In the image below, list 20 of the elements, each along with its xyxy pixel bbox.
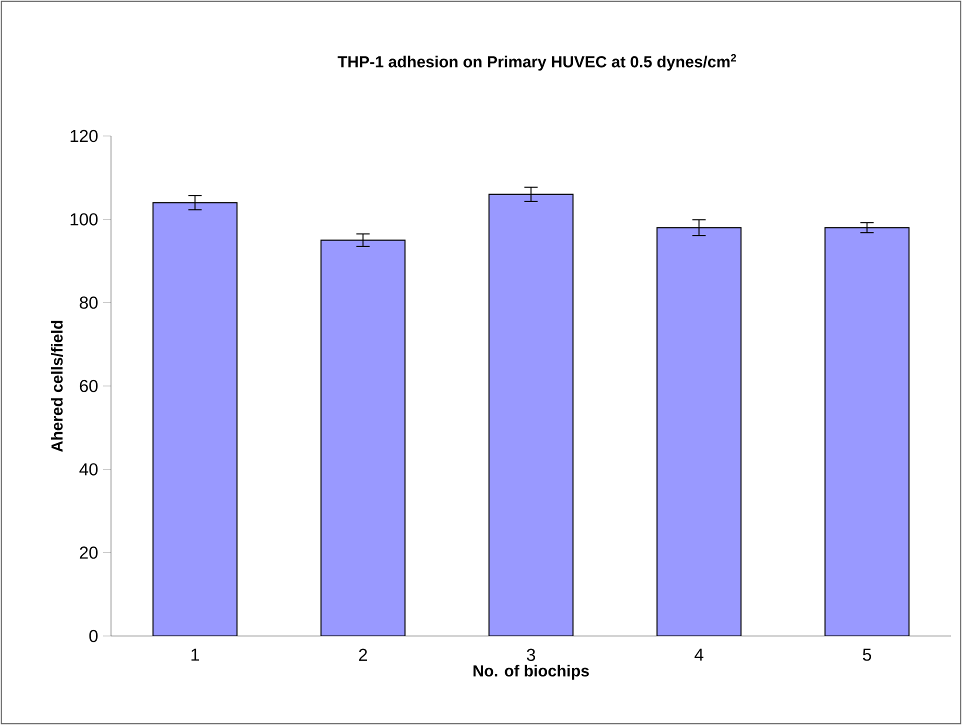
x-tick-label: 3 (526, 648, 536, 661)
x-tick-label: 5 (862, 648, 872, 661)
y-tick-label: 40 (79, 463, 98, 476)
y-tick-label: 80 (80, 296, 98, 309)
bar (488, 194, 574, 636)
y-tick-label: 20 (80, 546, 98, 559)
y-tick-label: 120 (70, 130, 98, 142)
x-tick-label: 1 (192, 648, 199, 661)
chart-title: THP-1 adhesion on Primary HUVEC at 0.5 dynes/cm$^{2}$ (338, 54, 736, 71)
bar (656, 227, 742, 636)
y-tick-label: 0 (89, 630, 98, 642)
y-tick-label: 100 (70, 213, 98, 226)
y-axis-title: Ahered cells/field (50, 320, 63, 452)
x-axis-title: No. of biochips (474, 664, 589, 680)
bar (824, 227, 910, 636)
x-tick-label: 4 (694, 648, 704, 661)
x-tick-label: 2 (359, 648, 367, 661)
bar (320, 240, 406, 636)
y-tick-label: 60 (80, 380, 98, 392)
bar (152, 202, 238, 636)
